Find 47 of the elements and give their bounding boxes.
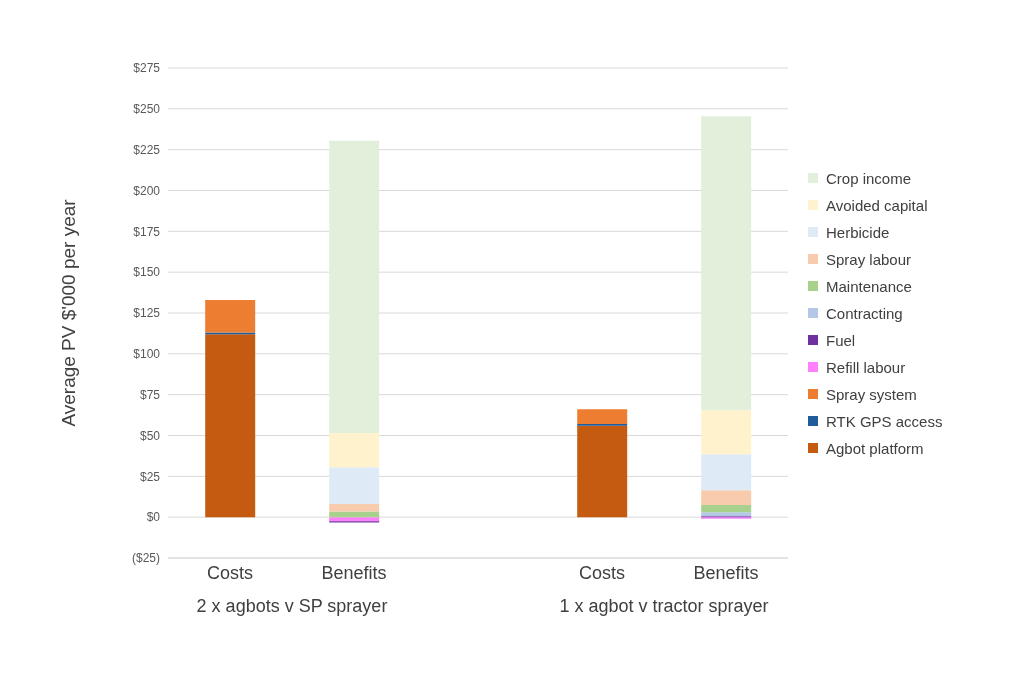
bar xyxy=(329,140,380,434)
bar xyxy=(701,504,752,513)
legend-label: Contracting xyxy=(826,304,903,322)
bar xyxy=(329,433,380,468)
bar xyxy=(577,409,628,425)
y-axis-title: Average PV $'000 per year xyxy=(57,198,79,427)
y-tick-label: $50 xyxy=(139,428,161,443)
legend-label: Refill labour xyxy=(826,358,906,376)
y-tick-label: $225 xyxy=(133,142,161,157)
y-tick-label: $275 xyxy=(133,61,161,76)
bar xyxy=(701,410,752,455)
y-tick-label: $150 xyxy=(133,265,161,280)
bar xyxy=(329,517,380,522)
y-tick-label: $0 xyxy=(146,510,161,525)
legend-label: Agbot platform xyxy=(826,439,924,457)
y-tick-label: $250 xyxy=(133,102,161,117)
y-tick-label: $25 xyxy=(139,469,161,484)
bar xyxy=(701,512,752,517)
x-tick-label: Costs xyxy=(578,562,626,583)
bar xyxy=(205,299,256,333)
y-tick-label: $100 xyxy=(133,347,161,362)
legend-label: Avoided capital xyxy=(826,196,928,214)
legend-label: Spray system xyxy=(826,385,917,403)
bar xyxy=(701,490,752,505)
legend-label: Maintenance xyxy=(826,277,912,295)
bar xyxy=(329,504,380,512)
bar xyxy=(329,467,380,505)
bar xyxy=(701,116,752,411)
text: 1 x agbot v tractor sprayer xyxy=(558,596,770,617)
y-tick-label: $175 xyxy=(133,224,161,239)
bar xyxy=(701,454,752,491)
legend-label: Herbicide xyxy=(826,223,890,241)
legend-label: Fuel xyxy=(826,331,856,349)
legend-label: Spray labour xyxy=(826,250,912,268)
y-tick-label: $125 xyxy=(133,306,161,321)
bar xyxy=(205,334,256,518)
y-tick-label: $75 xyxy=(139,387,161,402)
x-tick-label: Costs xyxy=(206,562,254,583)
x-tick-label: Benefits xyxy=(321,562,387,583)
legend-label: Crop income xyxy=(826,169,912,187)
y-tick-label: ($25) xyxy=(131,551,160,566)
bar xyxy=(577,425,628,518)
y-tick-label: $200 xyxy=(133,183,161,198)
legend-label: RTK GPS access xyxy=(826,412,943,430)
bar xyxy=(329,511,380,518)
text: 2 x agbots v SP sprayer xyxy=(195,596,389,617)
x-tick-label: Benefits xyxy=(693,562,759,583)
